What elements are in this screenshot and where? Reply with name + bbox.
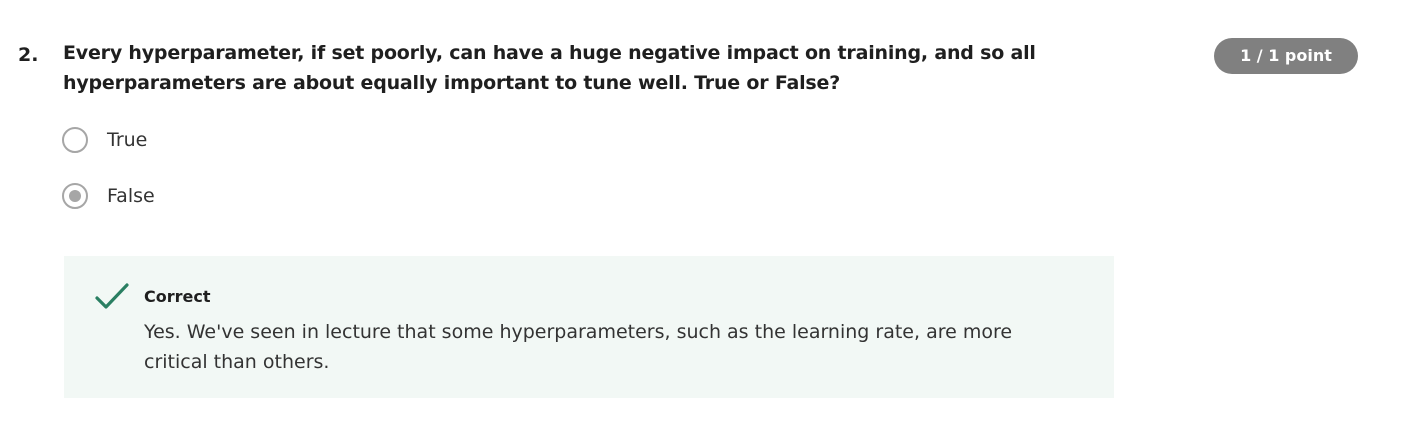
option-label: False xyxy=(107,185,155,207)
radio-unchecked-icon[interactable] xyxy=(62,127,88,153)
checkmark-icon xyxy=(95,283,129,309)
feedback-status: Correct xyxy=(144,287,211,306)
points-badge: 1 / 1 point xyxy=(1214,38,1358,74)
feedback-panel: Correct Yes. We've seen in lecture that … xyxy=(64,256,1114,398)
question-number: 2. xyxy=(18,44,39,66)
radio-checked-icon[interactable] xyxy=(62,183,88,209)
feedback-message: Yes. We've seen in lecture that some hyp… xyxy=(144,321,1013,373)
question-text: Every hyperparameter, if set poorly, can… xyxy=(63,42,1036,94)
option-true[interactable]: True xyxy=(62,124,147,156)
option-false[interactable]: False xyxy=(62,180,155,212)
option-label: True xyxy=(107,129,148,151)
